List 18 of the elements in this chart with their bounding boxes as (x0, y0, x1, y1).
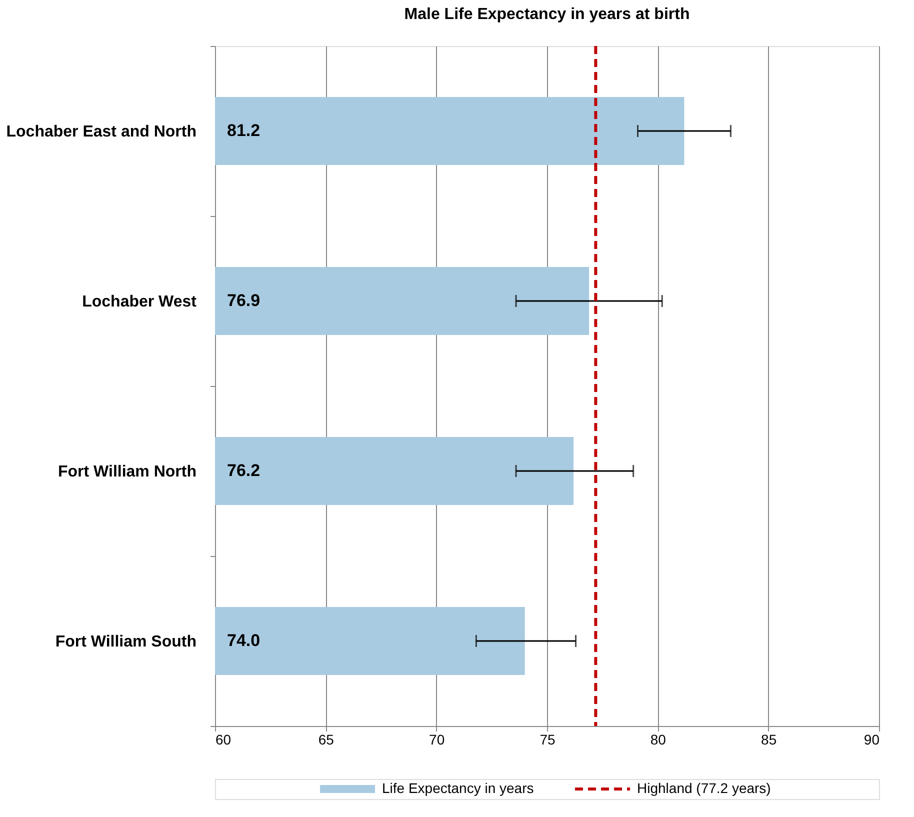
y-tick-label: Lochaber East and North (6, 124, 196, 140)
data-label: 76.2 (227, 461, 260, 480)
data-label: 74.0 (227, 631, 260, 650)
x-tick-label: 80 (650, 732, 666, 748)
y-tick-label: Fort William North (58, 464, 196, 480)
y-tick-label: Fort William South (55, 634, 196, 650)
legend-label: Life Expectancy in years (382, 780, 534, 796)
chart-title: Male Life Expectancy in years at birth (404, 6, 690, 23)
legend-label: Highland (77.2 years) (637, 780, 771, 796)
x-tick-label: 65 (318, 732, 334, 748)
data-label: 76.9 (227, 291, 260, 310)
x-tick-label: 75 (540, 732, 556, 748)
data-label: 81.2 (227, 121, 260, 140)
x-tick-label: 70 (429, 732, 445, 748)
y-tick-label: Lochaber West (82, 294, 198, 310)
x-tick-label: 90 (864, 732, 880, 748)
x-tick-label: 60 (216, 732, 232, 748)
x-tick-label: 85 (761, 732, 777, 748)
